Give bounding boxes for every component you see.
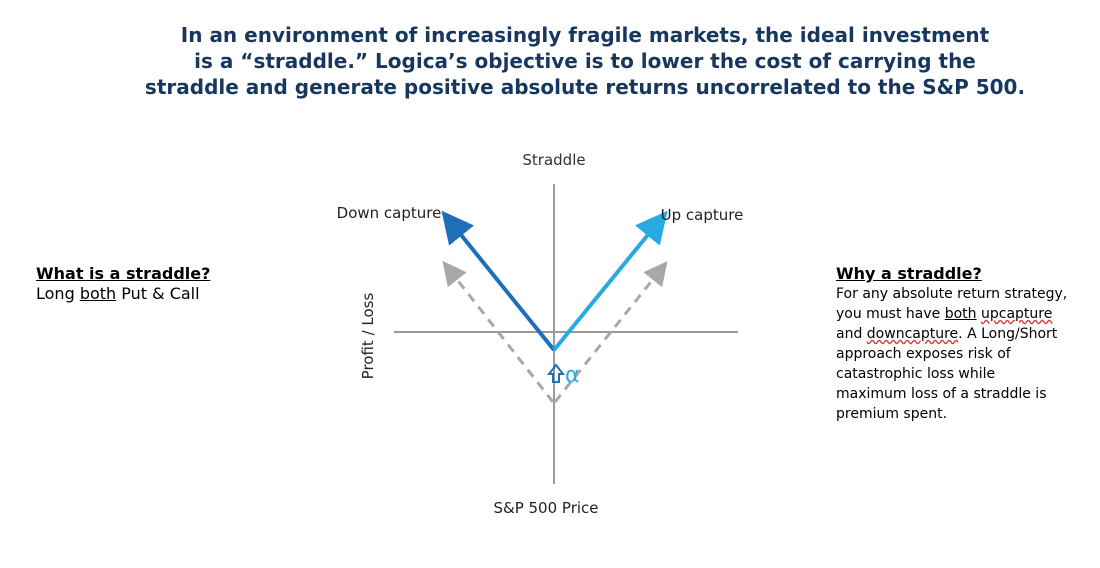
- right-line-2-prefix: you must have: [836, 306, 945, 322]
- up-capture-label: Up capture: [661, 206, 744, 224]
- up-capture-line: [552, 210, 668, 352]
- down-capture-line: [441, 210, 556, 352]
- left-text-suffix: Put & Call: [116, 284, 200, 303]
- down-capture-label: Down capture: [337, 204, 442, 222]
- straddle-label: Straddle: [522, 151, 585, 169]
- left-panel: What is a straddle? Long both Put & Call: [36, 264, 296, 304]
- right-line-2-upcapture: upcapture: [981, 306, 1053, 322]
- right-line-6: maximum loss of a straddle is: [836, 386, 1047, 402]
- dashed-up-line: [553, 260, 668, 403]
- dashed-down-line: [442, 260, 555, 403]
- left-panel-title: What is a straddle?: [36, 264, 211, 283]
- x-axis-label: S&P 500 Price: [493, 499, 598, 517]
- right-line-2-both: both: [944, 306, 977, 322]
- right-line-3-suffix: . A Long/Short: [958, 326, 1058, 342]
- right-panel: Why a straddle? For any absolute return …: [836, 264, 1098, 424]
- alpha-symbol: α: [565, 363, 580, 388]
- right-line-1: For any absolute return strategy,: [836, 286, 1068, 302]
- right-panel-text: For any absolute return strategy, you mu…: [836, 284, 1098, 424]
- alpha-arrow-icon: [546, 363, 566, 383]
- right-panel-title: Why a straddle?: [836, 264, 982, 283]
- left-panel-text: Long both Put & Call: [36, 284, 296, 304]
- right-line-5: catastrophic loss while: [836, 366, 996, 382]
- headline-line-3: straddle and generate positive absolute …: [144, 75, 1026, 99]
- right-line-2: you must have both upcapture: [836, 304, 1098, 324]
- right-line-7: premium spent.: [836, 406, 948, 422]
- right-line-4: approach exposes risk of: [836, 346, 1011, 362]
- right-line-3-downcapture: downcapture: [866, 326, 959, 342]
- right-line-3: and downcapture. A Long/Short: [836, 324, 1098, 344]
- headline: In an environment of increasingly fragil…: [60, 22, 1100, 100]
- headline-line-1: In an environment of increasingly fragil…: [180, 23, 990, 47]
- headline-line-2: is a “straddle.” Logica’s objective is t…: [194, 49, 976, 73]
- left-text-prefix: Long: [36, 284, 80, 303]
- right-line-3-prefix: and: [836, 326, 867, 342]
- left-text-both: both: [79, 284, 117, 303]
- y-axis-label: Profit / Loss: [359, 293, 377, 380]
